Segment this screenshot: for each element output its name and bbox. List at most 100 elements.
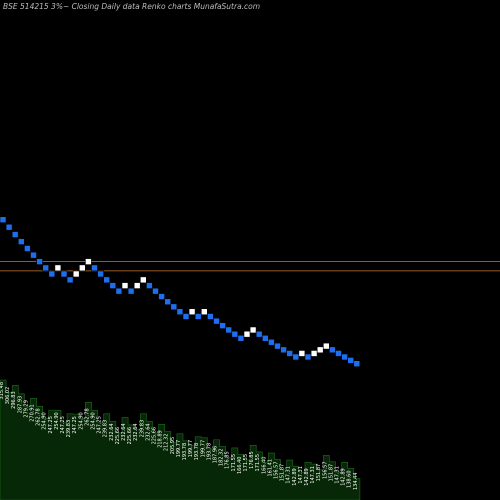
volume-label: 225.66 bbox=[152, 427, 158, 445]
volume-label: 239.83 bbox=[103, 420, 109, 438]
volume-label: 232.64 bbox=[145, 423, 151, 441]
volume-label: 166.40 bbox=[261, 457, 267, 475]
brick-down bbox=[164, 298, 171, 306]
brick-up bbox=[54, 264, 62, 272]
brick-up bbox=[298, 350, 306, 357]
brick-down bbox=[127, 287, 135, 295]
volume-label: 156.57 bbox=[322, 461, 328, 479]
brick-down bbox=[42, 264, 50, 272]
brick-down bbox=[347, 357, 355, 364]
brick-up bbox=[121, 282, 129, 289]
volume-label: 205.95 bbox=[170, 437, 176, 455]
brick-down bbox=[97, 270, 104, 278]
brick-down bbox=[176, 308, 184, 316]
brick-down bbox=[353, 360, 361, 368]
brick-down bbox=[36, 258, 43, 265]
brick-up bbox=[316, 346, 324, 354]
volume-label: 270.91 bbox=[30, 404, 36, 422]
brick-down bbox=[213, 317, 220, 325]
volume-label: 147.31 bbox=[286, 466, 292, 484]
brick-down bbox=[103, 276, 110, 284]
brick-down bbox=[280, 346, 287, 354]
volume-label: 287.93 bbox=[17, 396, 23, 414]
brick-down bbox=[255, 330, 263, 338]
volume-label: 182.32 bbox=[219, 449, 225, 467]
volume-label: 247.25 bbox=[48, 416, 54, 434]
volume-label: 187.96 bbox=[213, 446, 219, 464]
volume-label: 254.90 bbox=[42, 412, 48, 430]
volume-label: 193.78 bbox=[182, 443, 188, 461]
volume-label: 151.87 bbox=[280, 464, 286, 482]
volume-label: 161.41 bbox=[267, 459, 273, 477]
volume-label: 138.60 bbox=[347, 470, 353, 488]
volume-label: 176.85 bbox=[249, 451, 255, 469]
volume-label: 254.90 bbox=[91, 412, 97, 430]
volume-label: 199.77 bbox=[176, 440, 182, 458]
brick-down bbox=[261, 334, 269, 342]
brick-down bbox=[24, 245, 31, 252]
brick-down bbox=[286, 350, 294, 357]
volume-label: 199.77 bbox=[200, 440, 206, 458]
brick-up bbox=[243, 330, 251, 338]
volume-label: 315.48 bbox=[0, 382, 5, 400]
volume-label: 279.29 bbox=[23, 400, 29, 418]
brick-up bbox=[201, 308, 208, 316]
volume-label: 306.02 bbox=[5, 387, 11, 405]
brick-down bbox=[11, 231, 19, 238]
brick-up bbox=[188, 308, 196, 316]
volume-label: 151.87 bbox=[328, 464, 334, 482]
brick-up bbox=[322, 342, 330, 350]
brick-down bbox=[115, 287, 123, 295]
volume-label: 225.66 bbox=[127, 427, 133, 445]
volume-label: 199.77 bbox=[188, 440, 194, 458]
volume-silhouette bbox=[0, 379, 361, 500]
volume-label: 239.83 bbox=[66, 420, 72, 438]
brick-down bbox=[304, 353, 312, 361]
volume-label: 254.90 bbox=[78, 412, 84, 430]
brick-down bbox=[231, 330, 239, 338]
volume-label: 247.25 bbox=[97, 416, 103, 434]
volume-label: 147.31 bbox=[298, 466, 304, 484]
volume-label: 176.85 bbox=[225, 451, 231, 469]
brick-down bbox=[237, 334, 245, 342]
volume-labels: 315.48 306.02 296.83 287.93 279.29 270.91 262.… bbox=[0, 382, 359, 490]
volume-label: 193.78 bbox=[206, 443, 212, 461]
volume-label: 151.87 bbox=[316, 464, 322, 482]
chart-title: BSE 514215 3%~ Closing Daily data Renko … bbox=[3, 2, 260, 11]
volume-label: 247.25 bbox=[72, 416, 78, 434]
brick-down bbox=[329, 346, 336, 354]
brick-down bbox=[91, 264, 98, 272]
brick-down bbox=[274, 342, 281, 350]
brick-down bbox=[268, 338, 275, 346]
brick-up bbox=[85, 258, 92, 265]
volume-label: 262.78 bbox=[36, 408, 42, 426]
volume-label: 142.89 bbox=[292, 468, 298, 486]
brick-up bbox=[249, 326, 257, 334]
brick-down bbox=[152, 287, 159, 295]
brick-down bbox=[48, 270, 56, 278]
volume-label: 239.83 bbox=[139, 420, 145, 438]
volume-label: 156.57 bbox=[274, 461, 280, 479]
brick-up bbox=[79, 264, 86, 272]
brick-down bbox=[17, 238, 25, 245]
brick-down bbox=[0, 216, 7, 223]
volume-label: 232.64 bbox=[121, 423, 127, 441]
brick-down bbox=[30, 251, 37, 259]
brick-down bbox=[146, 282, 153, 289]
volume-label: 147.31 bbox=[335, 466, 341, 484]
brick-down bbox=[207, 313, 214, 320]
volume-label: 296.83 bbox=[11, 391, 17, 409]
volume-label: 218.89 bbox=[158, 430, 164, 448]
volume-label: 142.89 bbox=[341, 468, 347, 486]
volume-label: 166.40 bbox=[237, 457, 243, 475]
volume-label: 247.25 bbox=[60, 416, 66, 434]
brick-down bbox=[225, 326, 232, 334]
volume-label: 193.78 bbox=[194, 443, 200, 461]
brick-up bbox=[140, 276, 147, 284]
volume-label: 232.64 bbox=[109, 423, 115, 441]
brick-down bbox=[335, 350, 342, 357]
brick-down bbox=[170, 303, 178, 311]
volume-label: 147.31 bbox=[310, 466, 316, 484]
volume-area bbox=[0, 379, 361, 500]
